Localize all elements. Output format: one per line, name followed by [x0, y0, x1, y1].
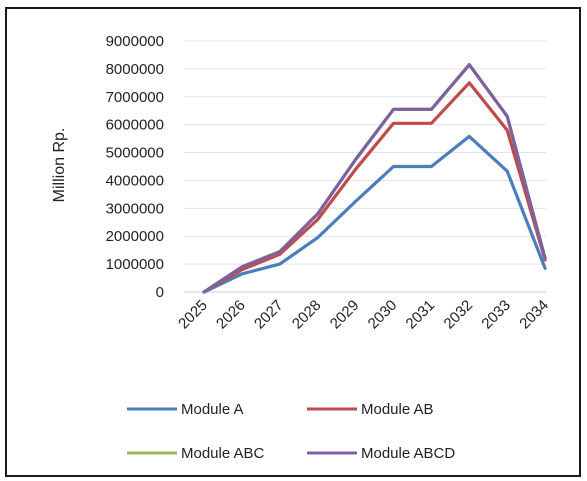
legend-label: Module AB [361, 401, 434, 418]
legend-item: Module A [127, 401, 244, 418]
legend-label: Module ABC [181, 445, 265, 462]
x-tick-label: 2031 [403, 297, 439, 333]
x-tick-label: 2025 [175, 297, 211, 333]
x-tick-label: 2032 [441, 297, 477, 333]
y-axis-label: Million Rp. [51, 128, 68, 203]
y-tick-label: 4000000 [106, 172, 164, 189]
y-tick-label: 7000000 [106, 89, 164, 106]
series-lines [202, 63, 547, 294]
x-tick-label: 2028 [289, 297, 325, 333]
y-tick-label: 0 [156, 284, 164, 301]
y-tick-label: 9000000 [106, 33, 164, 50]
y-tick-label: 5000000 [106, 145, 164, 162]
y-tick-label: 6000000 [106, 117, 164, 134]
gridlines [184, 40, 546, 293]
legend-label: Module A [181, 401, 244, 418]
legend-item: Module AB [307, 401, 434, 418]
series-line-module-a [202, 134, 547, 294]
x-tick-label: 2027 [251, 297, 287, 333]
y-tick-labels: 0 1000000 2000000 3000000 4000000 5000000 6000… [106, 33, 164, 301]
y-tick-label: 8000000 [106, 61, 164, 78]
y-tick-label: 2000000 [106, 228, 164, 245]
x-tick-label: 2030 [365, 297, 401, 333]
x-tick-label: 2033 [478, 297, 514, 333]
x-tick-label: 2026 [213, 297, 249, 333]
legend-item: Module ABC [127, 445, 265, 462]
legend-label: Module ABCD [361, 445, 455, 462]
x-tick-label: 2034 [516, 297, 552, 333]
y-tick-label: 3000000 [106, 200, 164, 217]
x-tick-label: 2029 [327, 297, 363, 333]
series-line-module-abcd [202, 63, 547, 294]
legend: Module A Module AB Module ABC Module ABCD [127, 401, 455, 462]
x-tick-labels: 2025 2026 2027 2028 2029 2030 2031 2032 2033 2034 [175, 297, 552, 333]
series-line-module-ab [202, 81, 547, 294]
y-tick-label: 1000000 [106, 256, 164, 273]
legend-item: Module ABCD [307, 445, 455, 462]
